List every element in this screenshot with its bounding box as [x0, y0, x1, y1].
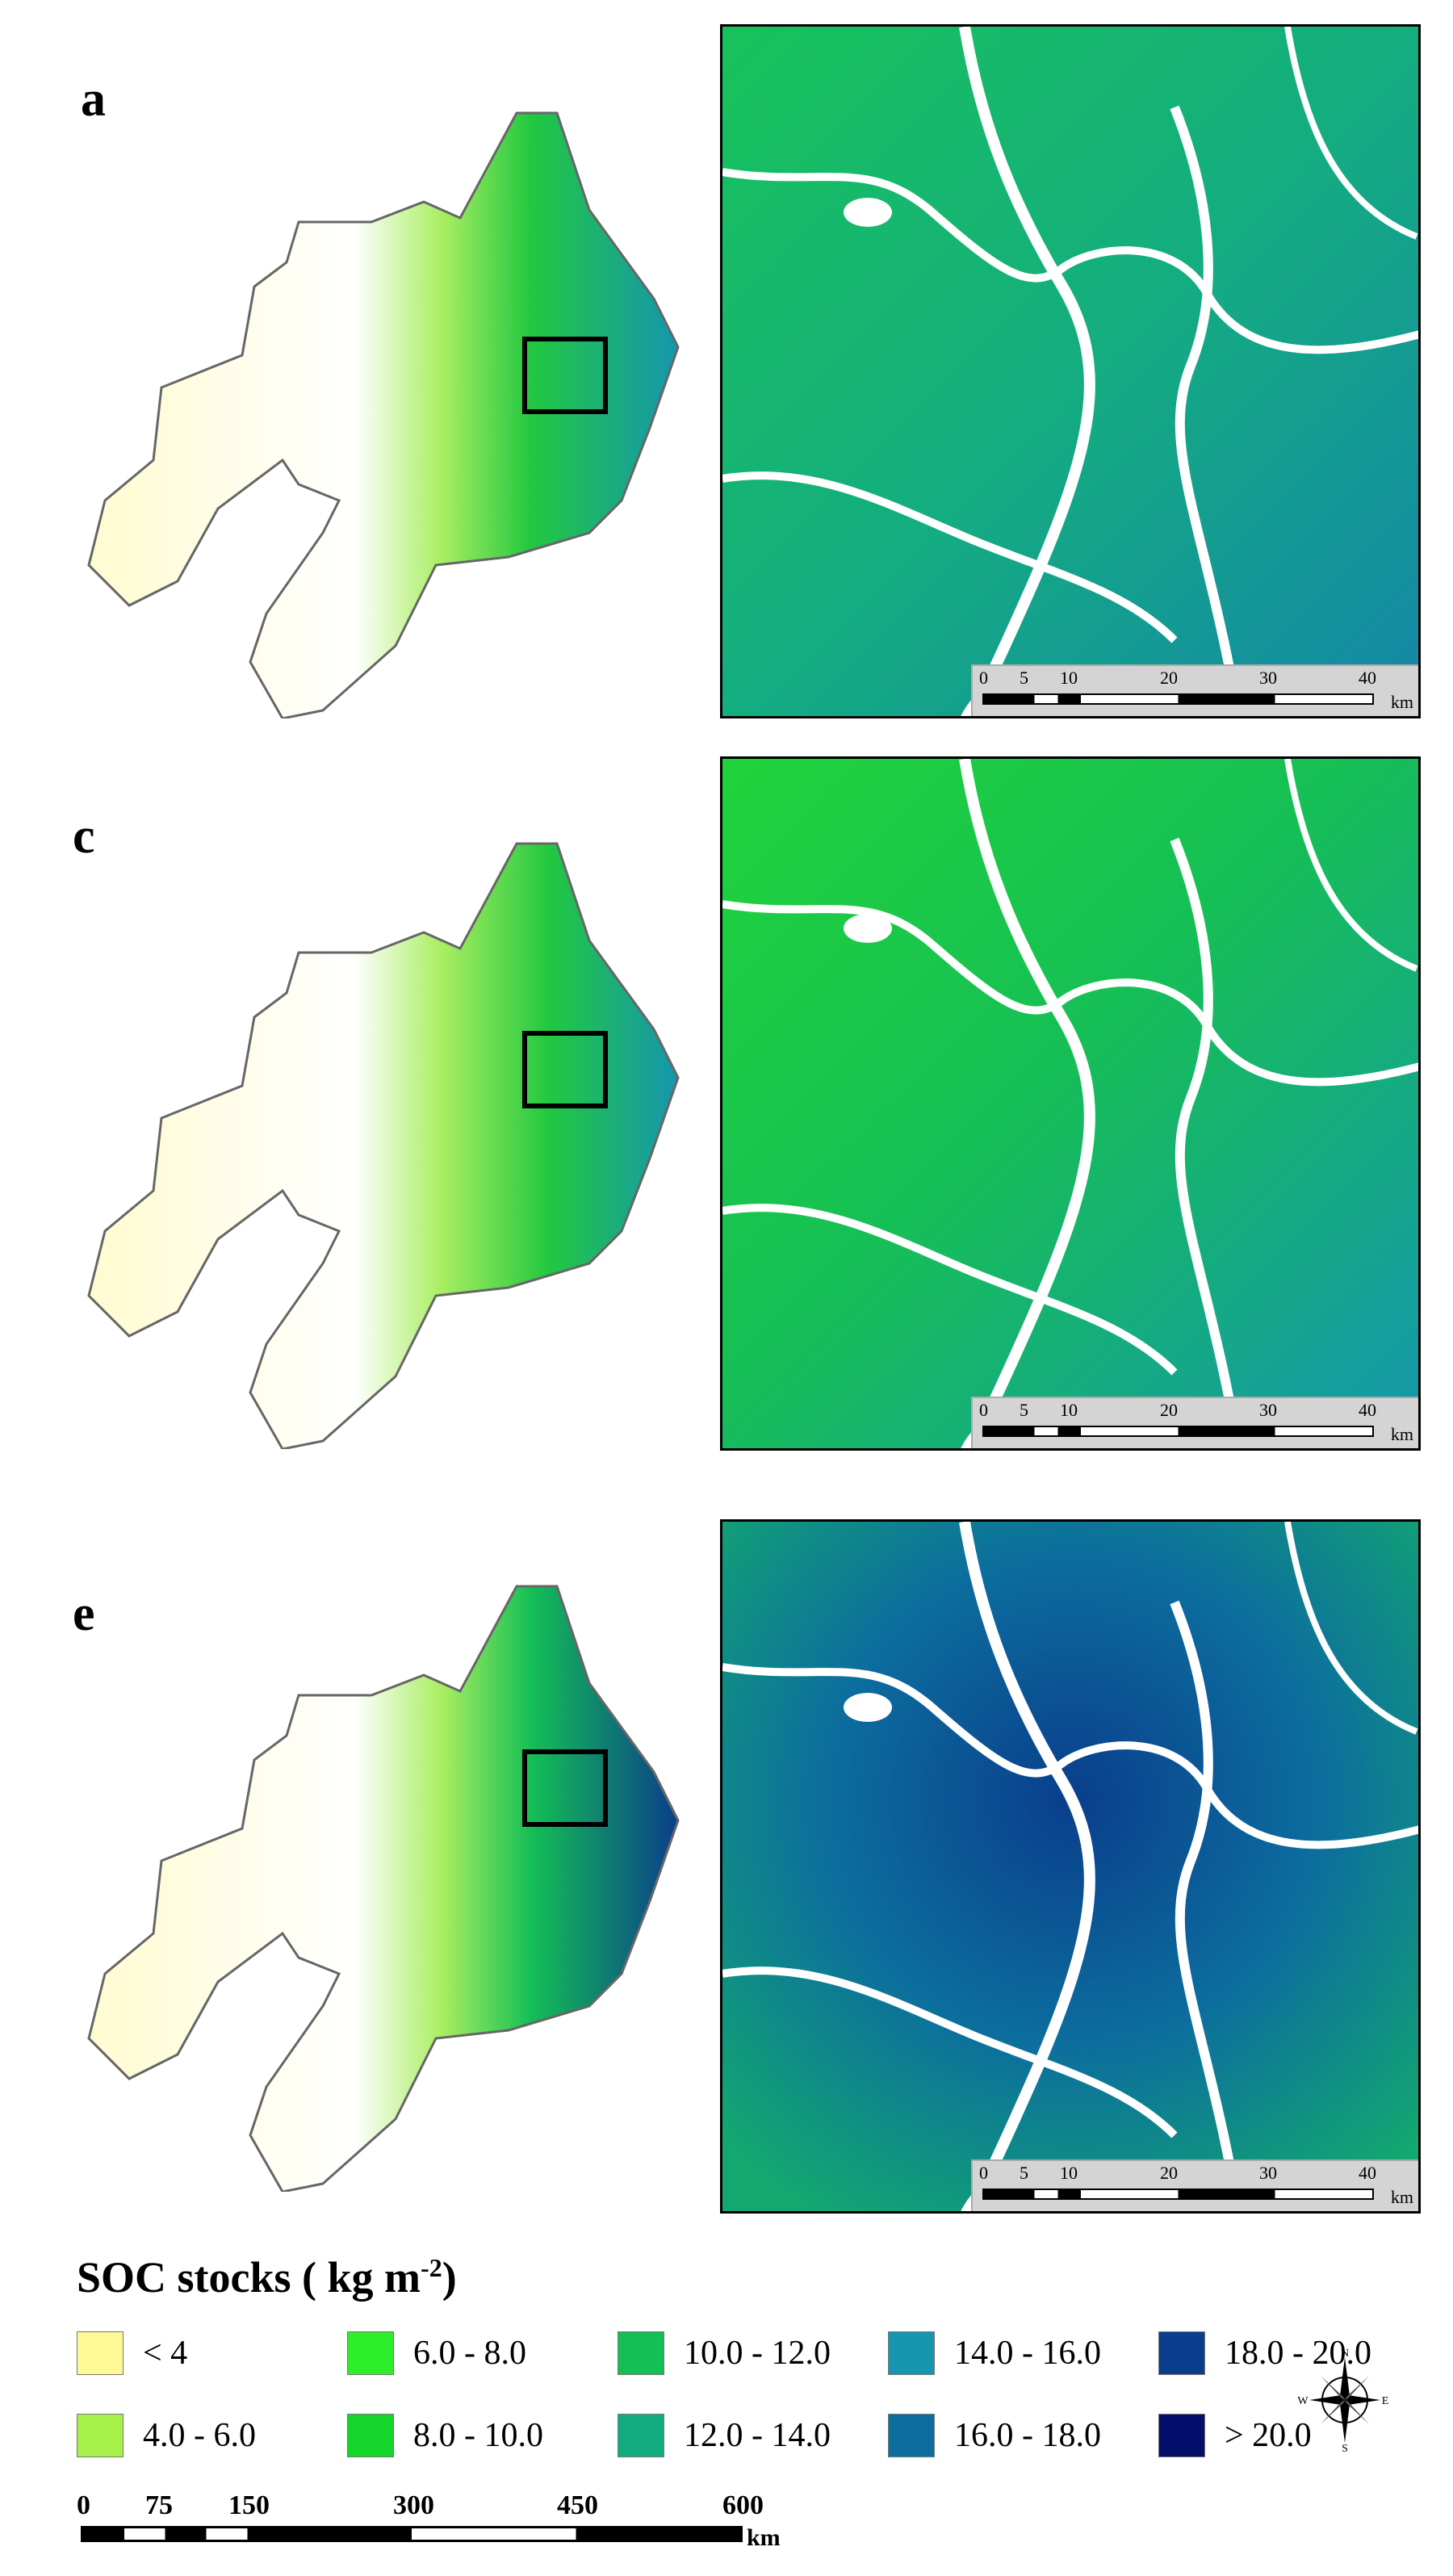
legend-label: 6.0 - 8.0 [413, 2335, 526, 2372]
panel-label-e: e [73, 1586, 95, 1641]
legend-item: 10.0 - 12.0 [618, 2331, 831, 2375]
legend-swatch [77, 2414, 124, 2457]
inset-scalebar-d: 0 5 10 20 30 40 km [971, 1397, 1418, 1448]
overview-map-e [57, 1554, 702, 2193]
inset-scalebar-b: 0 5 10 20 30 40 km [971, 664, 1418, 716]
legend-swatch [77, 2331, 124, 2375]
legend-swatch [347, 2414, 394, 2457]
overview-map-a [57, 81, 702, 720]
legend-item: 14.0 - 16.0 [888, 2331, 1101, 2375]
legend-swatch [618, 2414, 664, 2457]
legend-item: 6.0 - 8.0 [347, 2331, 526, 2375]
legend-item: 18.0 - 20.0 [1158, 2331, 1371, 2375]
legend-title: SOC stocks ( kg m-2) [77, 2253, 457, 2302]
detail-map-f: 0 5 10 20 30 40 km [720, 1519, 1421, 2214]
legend-label: 18.0 - 20.0 [1225, 2335, 1371, 2372]
panel-label-c: c [73, 809, 95, 864]
legend-item: > 20.0 [1158, 2414, 1312, 2457]
compass-e: E [1382, 2395, 1389, 2407]
legend-item: 8.0 - 10.0 [347, 2414, 543, 2457]
legend-label: > 20.0 [1225, 2417, 1312, 2454]
legend-swatch [618, 2331, 664, 2375]
legend-item: 12.0 - 14.0 [618, 2414, 831, 2457]
legend-swatch [1158, 2414, 1205, 2457]
inset-scalebar-f: 0 5 10 20 30 40 km [971, 2159, 1418, 2211]
legend-swatch [1158, 2331, 1205, 2375]
legend-label: < 4 [143, 2335, 188, 2372]
legend-item: 4.0 - 6.0 [77, 2414, 256, 2457]
detail-map-d: 0 5 10 20 30 40 km [720, 756, 1421, 1451]
compass-s: S [1342, 2443, 1348, 2452]
legend-swatch [888, 2331, 935, 2375]
legend-label: 4.0 - 6.0 [143, 2417, 256, 2454]
main-scalebar-bar [81, 2526, 743, 2542]
legend-label: 14.0 - 16.0 [954, 2335, 1101, 2372]
compass-w: W [1297, 2395, 1309, 2407]
legend-label: 10.0 - 12.0 [684, 2335, 831, 2372]
legend-label: 12.0 - 14.0 [684, 2417, 831, 2454]
legend-swatch [347, 2331, 394, 2375]
overview-map-c [57, 811, 702, 1451]
legend-item: 16.0 - 18.0 [888, 2414, 1101, 2457]
compass-rose-icon: N S E W [1295, 2348, 1395, 2455]
main-scalebar: 0 75 150 300 450 600 km [77, 2490, 781, 2551]
panel-label-a: a [81, 72, 106, 127]
legend-label: 8.0 - 10.0 [413, 2417, 543, 2454]
legend-item: < 4 [77, 2331, 187, 2375]
legend-label: 16.0 - 18.0 [954, 2417, 1101, 2454]
compass-n: N [1341, 2348, 1349, 2360]
detail-map-b: 0 5 10 20 30 40 km [720, 24, 1421, 718]
legend-swatch [888, 2414, 935, 2457]
